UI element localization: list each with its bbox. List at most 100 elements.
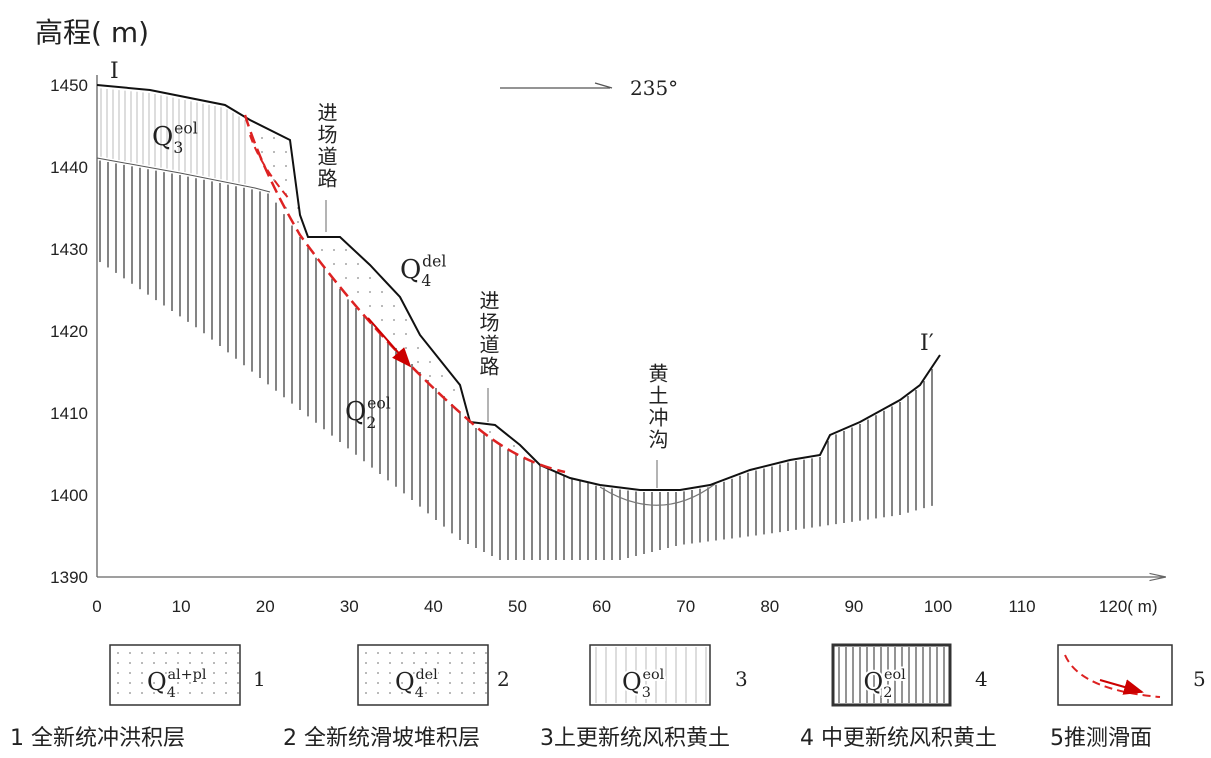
legend-dot — [117, 682, 119, 684]
legend-number: 1 — [253, 667, 266, 691]
legend-dot — [153, 692, 155, 694]
deposit-dot — [285, 151, 287, 153]
deposit-dot — [369, 291, 371, 293]
legend-dot — [177, 682, 179, 684]
legend-dot — [389, 692, 391, 694]
legend-dot — [213, 672, 215, 674]
legend-dot — [413, 652, 415, 654]
legend-dot — [389, 682, 391, 684]
deposit-dot — [381, 319, 383, 321]
legend-dot — [437, 662, 439, 664]
legend-dot — [377, 662, 379, 664]
legend-dot — [153, 652, 155, 654]
deposit-dot — [333, 249, 335, 251]
legend-number: 5 — [1193, 667, 1206, 691]
deposit-dot — [381, 305, 383, 307]
x-tick-label: 20 — [256, 597, 275, 616]
legend-dot — [141, 662, 143, 664]
caption-item: 3上更新统风积黄土 — [540, 726, 730, 751]
x-tick-label: 40 — [424, 597, 443, 616]
legend-number: 3 — [735, 667, 748, 691]
legend-dot — [425, 662, 427, 664]
deposit-dot — [417, 347, 419, 349]
legend-dot — [425, 682, 427, 684]
y-tick-label: 1450 — [50, 76, 88, 95]
section-end: I′ — [920, 331, 934, 356]
slip-surface-inner — [249, 134, 291, 201]
legend-dot — [425, 672, 427, 674]
legend-dot — [485, 672, 487, 674]
y-tick-label: 1410 — [50, 404, 88, 423]
legend-dot — [201, 682, 203, 684]
legend-dot — [141, 682, 143, 684]
x-tick-label: 80 — [760, 597, 779, 616]
legend-dot — [141, 692, 143, 694]
legend-dot — [177, 692, 179, 694]
legend-dot — [237, 682, 239, 684]
legend-dot — [473, 692, 475, 694]
y-axis-title: 高程( m) — [35, 16, 149, 49]
section-start: I — [110, 59, 119, 84]
slip-arrow — [367, 317, 412, 368]
deposit-dot — [429, 375, 431, 377]
deposit-dot — [489, 431, 491, 433]
y-tick-label: 1420 — [50, 322, 88, 341]
caption-item: 4 中更新统风积黄土 — [800, 726, 997, 751]
deposit-dot — [405, 333, 407, 335]
legend-dot — [225, 672, 227, 674]
legend-dot — [213, 662, 215, 664]
x-tick-label: 120( m) — [1099, 597, 1158, 616]
deposit-dot — [453, 389, 455, 391]
deposit-dot — [357, 277, 359, 279]
x-tick-label: 110 — [1009, 597, 1036, 616]
layer-boundary — [96, 157, 271, 193]
legend-dot — [177, 672, 179, 674]
legend-dot — [165, 672, 167, 674]
legend-dot — [153, 672, 155, 674]
legend-dot — [117, 652, 119, 654]
legend-dot — [461, 682, 463, 684]
deposit-dot — [345, 277, 347, 279]
deposit-dot — [369, 305, 371, 307]
legend-symbol: Q2 eol — [864, 667, 907, 701]
layer-label: Q3 eol — [152, 119, 198, 157]
formula-sub: 2 — [883, 685, 892, 701]
legend-dot — [377, 682, 379, 684]
formula-base: Q — [400, 255, 421, 285]
x-tick-label: 50 — [508, 597, 527, 616]
formula-sub: 4 — [415, 685, 424, 701]
deposit-dot — [333, 263, 335, 265]
legend-dot — [225, 652, 227, 654]
gully-deposit — [599, 483, 716, 506]
x-tick-label: 90 — [844, 597, 863, 616]
legend-dot — [177, 652, 179, 654]
formula-sub: 2 — [366, 414, 376, 432]
y-tick-label: 1400 — [50, 486, 88, 505]
deposit-dot — [273, 179, 275, 181]
deposit-dot — [297, 221, 299, 223]
slip-surface — [243, 114, 566, 474]
legend-dot — [389, 652, 391, 654]
deposit-dot — [405, 347, 407, 349]
legend-dot — [189, 672, 191, 674]
formula-sub: 4 — [167, 685, 176, 701]
deposit-dot — [357, 291, 359, 293]
legend-dot — [189, 662, 191, 664]
legend-dot — [165, 652, 167, 654]
legend-dot — [141, 652, 143, 654]
legend-dot — [401, 672, 403, 674]
formula-sup: del — [415, 667, 438, 683]
legend-dot — [413, 692, 415, 694]
legend-dot — [401, 662, 403, 664]
layer-label: Q4 del — [400, 252, 446, 290]
legend-dot — [165, 662, 167, 664]
formula-base: Q — [864, 668, 884, 696]
x-tick-label: 0 — [92, 597, 101, 616]
legend-dot — [237, 692, 239, 694]
annotation: 黄土冲沟 — [645, 363, 669, 451]
legend-dot — [413, 662, 415, 664]
legend-dot — [189, 692, 191, 694]
legend-dot — [365, 682, 367, 684]
formula-base: Q — [345, 397, 366, 427]
